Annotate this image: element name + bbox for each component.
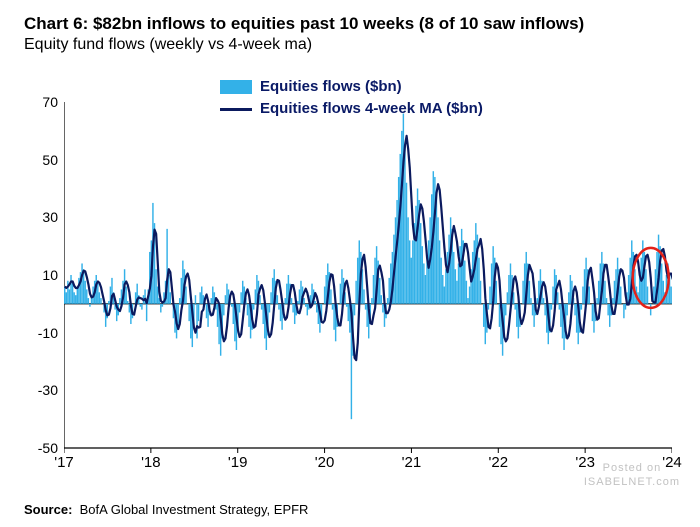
chart-subtitle: Equity fund flows (weekly vs 4-week ma) bbox=[24, 36, 676, 54]
equity-flows-chart bbox=[64, 102, 672, 472]
y-tick-label: 70 bbox=[28, 94, 58, 110]
chart-title: Chart 6: $82bn inflows to equities past … bbox=[24, 14, 676, 34]
legend-label-bars: Equities flows ($bn) bbox=[260, 76, 402, 98]
legend-swatch-bars bbox=[220, 80, 252, 94]
x-tick-label: '20 bbox=[315, 454, 335, 471]
y-tick-label: 10 bbox=[28, 267, 58, 283]
x-tick-label: '19 bbox=[228, 454, 248, 471]
x-tick-label: '21 bbox=[402, 454, 422, 471]
y-tick-label: 30 bbox=[28, 209, 58, 225]
source-line: Source: BofA Global Investment Strategy,… bbox=[24, 502, 308, 517]
x-tick-label: '17 bbox=[54, 454, 74, 471]
x-tick-label: '18 bbox=[141, 454, 161, 471]
x-tick-label: '22 bbox=[489, 454, 509, 471]
y-tick-label: -10 bbox=[28, 325, 58, 341]
y-tick-label: 50 bbox=[28, 152, 58, 168]
watermark: Posted on ISABELNET.com bbox=[584, 461, 680, 489]
y-tick-label: -30 bbox=[28, 382, 58, 398]
